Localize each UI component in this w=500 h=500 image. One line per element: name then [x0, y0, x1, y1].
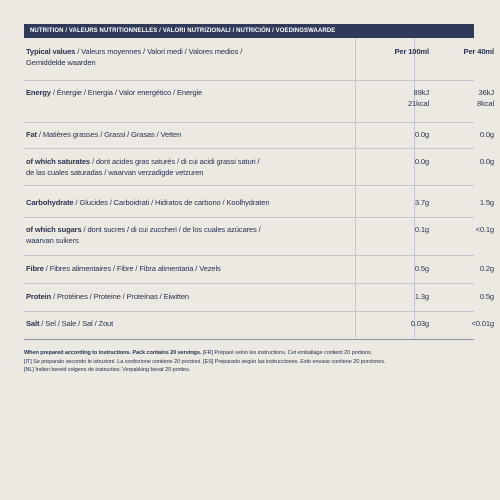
footnote-text: [NL] Indien bereid volgens de instructie…	[24, 367, 191, 374]
row-label-text: Gemiddelde waarden	[26, 58, 96, 67]
header-title: NUTRITION / VALEURS NUTRITIONNELLES / VA…	[24, 24, 474, 38]
footnote-bold: When prepared according to instructions.…	[24, 350, 202, 356]
value: 0.0g	[414, 130, 429, 139]
row-label-bold: of which saturates	[26, 157, 90, 166]
row-label-bold: of which sugars	[26, 225, 82, 234]
value-cell: 1.3g	[379, 291, 429, 302]
row-separator	[24, 283, 474, 284]
value: 0.5g	[414, 264, 429, 273]
value-cell: 0.5g	[438, 291, 494, 302]
value: 0.0g	[479, 130, 494, 139]
value: 0.2g	[479, 264, 494, 273]
row-label: Energy / Énergie / Energia / Valor energ…	[26, 87, 351, 98]
value-cell: 1.5g	[438, 197, 494, 208]
row-label-bold: Protein	[26, 292, 52, 301]
value: 21kcal	[407, 99, 429, 108]
value: <0.1g	[475, 225, 495, 234]
column-header: Per 40ml	[463, 47, 495, 56]
value-cell: Per 100ml	[379, 46, 429, 57]
row-label-text: / Sel / Sale / Sal / Zout	[39, 319, 114, 328]
column-header: Per 100ml	[394, 47, 429, 56]
row-separator	[24, 80, 474, 81]
row-label-bold: Carbohydrate	[26, 198, 74, 207]
row-label: of which saturates / dont acides gras sa…	[26, 156, 351, 178]
value: 36kJ	[478, 88, 495, 97]
row-separator	[24, 339, 474, 340]
footnote-text: [FR] Préparé selon les instructions. Cet…	[201, 350, 373, 356]
row-separator	[24, 255, 474, 256]
row-label-bold: Energy	[26, 88, 51, 97]
value-cell: 0.2g	[438, 263, 494, 274]
row-label: Carbohydrate / Glucides / Carboidrati / …	[26, 197, 351, 208]
value: 0.0g	[479, 157, 494, 166]
value-cell: 36kJ 8kcal	[438, 87, 494, 109]
value: 0.03g	[410, 319, 429, 328]
value: 0.5g	[479, 292, 494, 301]
value-cell: Per 40ml	[438, 46, 495, 57]
row-label-text: / Valeurs moyennes / Valori medi / Valor…	[75, 47, 243, 56]
row-label-text: de las cuales saturadas / waarvan verzad…	[26, 168, 204, 177]
value: 0.1g	[414, 225, 429, 234]
row-separator	[24, 311, 474, 312]
footnote-text: [IT] Se preparato secondo le istruzioni.…	[24, 358, 386, 365]
value: 8kcal	[477, 99, 494, 108]
row-label: Fibre / Fibres alimentaires / Fibre / Fi…	[26, 263, 351, 274]
value-cell: <0.1g	[438, 224, 495, 235]
row-separator	[24, 185, 474, 186]
value: 1.3g	[414, 292, 429, 301]
column-divider	[414, 38, 415, 340]
value: 89kJ	[413, 88, 430, 97]
value-cell: 0.0g	[379, 156, 429, 167]
row-separator	[24, 122, 474, 123]
row-label-bold: Fibre	[26, 264, 44, 273]
value-cell: 0.03g	[379, 318, 429, 329]
row-label-bold: Salt	[26, 319, 40, 328]
row-label-text: / Glucides / Carboidrati / Hidratos de c…	[73, 198, 270, 207]
row-label: Fat / Matières grasses / Grassi / Grasas…	[26, 129, 351, 140]
value-cell: 0.5g	[379, 263, 429, 274]
row-label: Salt / Sel / Sale / Sal / Zout	[26, 318, 351, 329]
row-separator	[24, 148, 474, 149]
row-label-text: / Énergie / Energia / Valor energético /…	[50, 88, 203, 97]
row-label-text: / dont acides gras saturés / di cui acid…	[89, 157, 260, 166]
row-label-text: / Matières grasses / Grassi / Grasas / V…	[36, 130, 182, 139]
row-label-text: waarvan suikers	[26, 236, 79, 245]
row-label: Typical values / Valeurs moyennes / Valo…	[26, 46, 351, 68]
row-label-bold: Typical values	[26, 47, 76, 56]
row-label-text: / Protéines / Proteine / Proteínas / Eiw…	[51, 292, 189, 301]
column-divider	[355, 38, 356, 340]
row-label-text: / Fibres alimentaires / Fibre / Fibra al…	[43, 264, 221, 273]
row-label: of which sugars / dont sucres / di cui z…	[26, 224, 351, 246]
value: 1.5g	[479, 198, 494, 207]
value-cell: <0.01g	[438, 318, 494, 329]
row-separator	[24, 217, 474, 218]
row-label: Protein / Protéines / Proteine / Proteín…	[26, 291, 351, 302]
value: <0.01g	[471, 319, 494, 328]
value-cell: 0.0g	[438, 156, 494, 167]
value-cell: 3.7g	[379, 197, 429, 208]
value-cell: 0.0g	[379, 129, 429, 140]
value: 3.7g	[414, 198, 429, 207]
value: 0.0g	[414, 157, 429, 166]
value-cell: 89kJ 21kcal	[379, 87, 429, 109]
row-label-text: / dont sucres / di cui zuccheri / de los…	[81, 225, 261, 234]
footnote: When prepared according to instructions.…	[24, 349, 474, 375]
value-cell: 0.1g	[379, 224, 429, 235]
value-cell: 0.0g	[438, 129, 494, 140]
row-label-bold: Fat	[26, 130, 37, 139]
